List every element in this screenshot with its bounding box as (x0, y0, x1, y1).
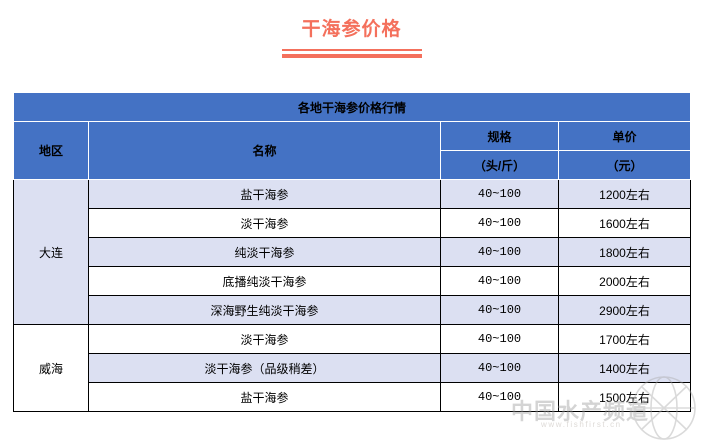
table-row: 深海野生纯淡干海参 40~100 2900左右 (14, 295, 692, 325)
product-price: 1200左右 (557, 179, 692, 209)
region-cell-dalian: 大连 (13, 179, 89, 325)
product-price: 2000左右 (557, 266, 692, 296)
table-row: 淡干海参 40~100 1600左右 (14, 208, 692, 238)
product-spec: 40~100 (440, 208, 559, 238)
product-name: 淡干海参 (88, 208, 441, 238)
product-price: 1400左右 (557, 353, 692, 383)
table-row: 纯淡干海参 40~100 1800左右 (14, 237, 692, 267)
product-spec: 40~100 (440, 237, 559, 267)
product-name: 纯淡干海参 (88, 237, 441, 267)
product-spec: 40~100 (440, 295, 559, 325)
table-header-row-1: 地区 名称 规格 单价 (13, 121, 692, 180)
title-underline-thin (282, 49, 422, 51)
table-header-row-2: （头/斤） （元） (14, 150, 692, 180)
product-price: 1700左右 (557, 324, 692, 354)
price-table-container: 各地干海参价格行情 地区 名称 规格 单价 （头/斤） （元） 大连 盐干海参 … (12, 92, 692, 412)
column-header-name: 名称 (88, 121, 441, 180)
region-cell-weihai: 威海 (13, 324, 89, 412)
column-header-region: 地区 (13, 121, 89, 180)
table-caption-row: 各地干海参价格行情 (12, 92, 692, 122)
product-price: 1600左右 (557, 208, 692, 238)
page-title: 干海参价格 (301, 19, 402, 40)
column-header-spec: 规格 (440, 121, 559, 151)
product-spec: 40~100 (440, 353, 559, 383)
column-header-price: 单价 (557, 121, 692, 151)
product-name: 淡干海参 (88, 324, 441, 354)
watermark-url: www.fishfirst.cn (541, 420, 622, 429)
product-spec: 40~100 (440, 382, 559, 412)
product-name: 深海野生纯淡干海参 (88, 295, 441, 325)
product-spec: 40~100 (440, 324, 559, 354)
table-row: 大连 盐干海参 40~100 1200左右 (13, 179, 692, 325)
price-table: 各地干海参价格行情 地区 名称 规格 单价 （头/斤） （元） 大连 盐干海参 … (12, 92, 692, 412)
product-price: 1500左右 (557, 382, 692, 412)
table-caption: 各地干海参价格行情 (12, 92, 692, 122)
table-row: 淡干海参（品级稍差） 40~100 1400左右 (14, 353, 692, 383)
product-name: 淡干海参（品级稍差） (88, 353, 441, 383)
product-name: 盐干海参 (88, 382, 441, 412)
title-underline-thick (282, 54, 422, 58)
product-spec: 40~100 (440, 179, 559, 209)
page-title-container: 干海参价格 (0, 18, 703, 42)
product-price: 2900左右 (557, 295, 692, 325)
table-row: 威海 淡干海参 40~100 1700左右 (13, 324, 692, 412)
table-row: 盐干海参 40~100 1500左右 (14, 382, 692, 412)
product-price: 1800左右 (557, 237, 692, 267)
column-subheader-price-unit: （元） (557, 150, 692, 180)
column-subheader-spec-unit: （头/斤） (440, 150, 559, 180)
product-spec: 40~100 (440, 266, 559, 296)
product-name: 底播纯淡干海参 (88, 266, 441, 296)
table-row: 底播纯淡干海参 40~100 2000左右 (14, 266, 692, 296)
product-name: 盐干海参 (88, 179, 441, 209)
